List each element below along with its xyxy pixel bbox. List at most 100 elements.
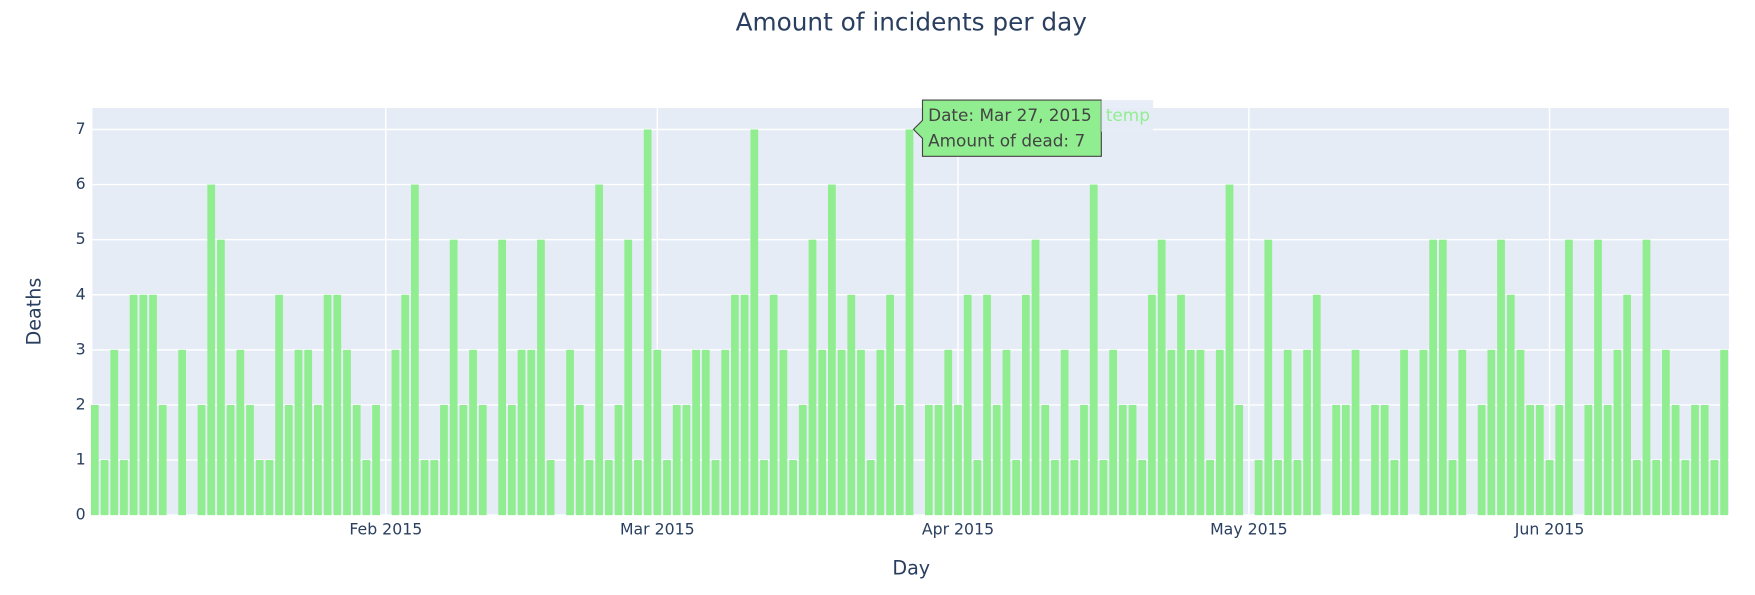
bar — [992, 404, 1001, 516]
bar — [1070, 460, 1079, 516]
bar — [178, 349, 187, 516]
bar — [1177, 294, 1185, 516]
bar — [1487, 349, 1496, 516]
bar — [789, 460, 797, 516]
tooltip-line: Date: Mar 27, 2015 — [928, 105, 1092, 125]
bar — [246, 404, 254, 516]
bar — [575, 404, 584, 516]
bar — [1332, 404, 1341, 516]
bar — [1002, 349, 1011, 516]
x-axis-title: Day — [892, 557, 930, 580]
bar — [1109, 349, 1118, 516]
bar — [1225, 184, 1234, 516]
bar — [924, 404, 933, 516]
bar — [294, 349, 303, 516]
bar — [1535, 404, 1544, 516]
tooltip-line: Amount of dead: 7 — [928, 131, 1085, 151]
bar — [595, 184, 604, 516]
bar — [682, 404, 691, 516]
tooltip-name-bg — [1101, 100, 1154, 132]
bar — [886, 294, 894, 516]
bar — [323, 294, 332, 516]
bar — [197, 404, 206, 516]
bar — [149, 294, 157, 516]
y-tick-label: 5 — [76, 229, 86, 248]
y-axis-title: Deaths — [23, 278, 46, 346]
bar — [478, 404, 487, 516]
bar — [226, 404, 235, 516]
bar — [1710, 460, 1719, 516]
bar — [808, 239, 817, 516]
bar — [604, 460, 613, 516]
y-tick-label: 1 — [76, 450, 86, 469]
bar — [1632, 460, 1641, 516]
bar — [333, 294, 342, 516]
x-tick-label: Mar 2015 — [620, 519, 695, 538]
bar — [847, 294, 856, 516]
bar — [731, 294, 739, 516]
bar — [1215, 349, 1224, 516]
bar — [1662, 349, 1670, 516]
bar — [1594, 239, 1602, 516]
bar — [1623, 294, 1631, 516]
bar — [983, 294, 991, 516]
bar — [1060, 349, 1069, 516]
y-tick-label: 6 — [76, 174, 86, 193]
bar — [1021, 294, 1030, 516]
bar — [469, 349, 477, 516]
bar — [1497, 239, 1505, 516]
bar — [1555, 404, 1564, 516]
bar — [954, 404, 962, 516]
bar — [430, 460, 439, 516]
bar — [100, 460, 109, 516]
bar — [1652, 460, 1661, 516]
y-tick-label: 3 — [76, 339, 86, 358]
bar — [1051, 460, 1059, 516]
bar — [139, 294, 148, 516]
bar — [634, 460, 642, 516]
bar — [1283, 349, 1292, 516]
bar — [798, 404, 807, 516]
bar — [1099, 460, 1108, 516]
bar — [1341, 404, 1350, 516]
bar — [459, 404, 468, 516]
bar — [391, 349, 400, 516]
y-tick-label: 0 — [76, 505, 86, 524]
bar — [546, 460, 555, 516]
bar — [1603, 404, 1612, 516]
bar — [1157, 239, 1166, 516]
bar — [343, 349, 351, 516]
bar — [818, 349, 827, 516]
bar — [158, 404, 167, 516]
bar — [284, 404, 293, 516]
tooltip-name: temp — [1106, 105, 1150, 125]
bar — [352, 404, 361, 516]
bar — [1700, 404, 1709, 516]
bar — [1506, 294, 1515, 516]
bar — [895, 404, 904, 516]
bar — [1545, 460, 1554, 516]
bar — [672, 404, 681, 516]
axes: 0 1 2 3 4 5 6 7 Feb 2015 Mar 2015 Apr 2015 May 2015… — [76, 119, 1585, 538]
bar — [440, 404, 448, 516]
bar — [372, 404, 380, 516]
bar — [110, 349, 119, 516]
bar — [1477, 404, 1486, 516]
bar — [973, 460, 982, 516]
bar — [217, 239, 225, 516]
bar — [1390, 460, 1399, 516]
bar — [934, 404, 943, 516]
bar — [90, 404, 99, 516]
bar — [498, 239, 507, 516]
bar — [1584, 404, 1593, 516]
bar — [692, 349, 700, 516]
bar — [1429, 239, 1438, 516]
bar — [585, 460, 594, 516]
y-tick-label: 2 — [76, 394, 86, 413]
bar — [527, 349, 536, 516]
bar — [314, 404, 322, 516]
bar — [517, 349, 526, 516]
bars — [90, 129, 1728, 516]
bar — [265, 460, 274, 516]
